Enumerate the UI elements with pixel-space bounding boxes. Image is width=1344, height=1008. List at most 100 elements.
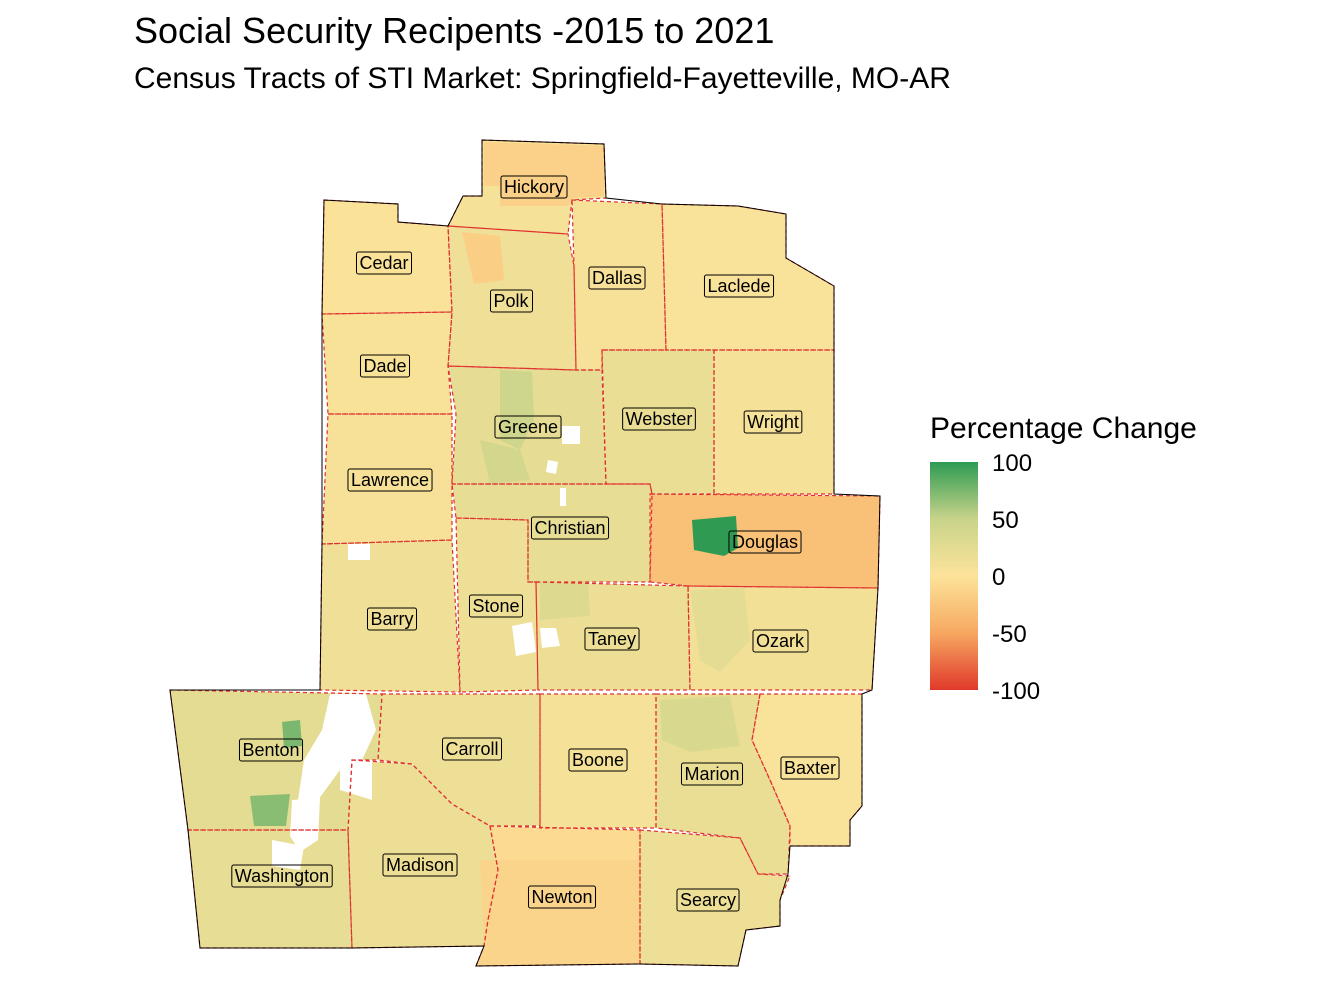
county-label-christian: Christian (530, 516, 610, 540)
county-label-text: Carroll (445, 739, 498, 759)
county-label-cedar: Cedar (355, 251, 413, 275)
legend-title: Percentage Change (930, 412, 1197, 445)
county-label-box (780, 756, 840, 780)
county-label-benton: Benton (238, 738, 304, 762)
county-label-text: Stone (472, 596, 519, 616)
county-label-text: Polk (493, 291, 529, 311)
county-label-text: Christian (534, 518, 605, 538)
county-label-box (494, 415, 562, 439)
county-label-ozark: Ozark (752, 629, 809, 653)
county-label-wright: Wright (743, 410, 803, 434)
tract-christian-nodata (560, 488, 566, 506)
county-label-box (584, 627, 640, 651)
tract-bentonville-nodata (340, 760, 372, 800)
tract-marion-north (660, 696, 740, 752)
county-laclede (662, 204, 834, 350)
county-label-hickory: Hickory (500, 175, 568, 199)
county-label-text: Newton (531, 887, 592, 907)
county-label-box (359, 354, 411, 378)
legend-tick-minus-100: -100 (992, 678, 1041, 705)
legend-tick-0: 0 (992, 564, 1006, 591)
county-label-text: Laclede (707, 276, 770, 296)
tract-hickory-north (484, 142, 604, 206)
tract-taney-west (540, 582, 590, 620)
county-label-text: Washington (235, 866, 329, 886)
county-label-box (500, 175, 568, 199)
county-label-box (382, 853, 458, 877)
county-label-text: Searcy (680, 890, 736, 910)
county-label-text: Greene (498, 417, 558, 437)
county-label-box (743, 410, 803, 434)
county-christian (452, 484, 652, 582)
county-barry (320, 540, 460, 692)
county-label-searcy: Searcy (676, 888, 740, 912)
county-label-box (441, 737, 503, 761)
county-label-box (703, 274, 775, 298)
county-label-marion: Marion (680, 762, 744, 786)
county-label-text: Boone (572, 750, 624, 770)
legend-tick-50: 50 (992, 507, 1019, 534)
county-label-box (728, 530, 802, 554)
county-label-baxter: Baxter (780, 756, 840, 780)
county-label-taney: Taney (584, 627, 640, 651)
county-label-text: Barry (370, 609, 413, 629)
county-label-box (680, 762, 744, 786)
county-label-box (366, 607, 418, 631)
tract-newton-south (476, 860, 640, 966)
tract-springdale-nodata (290, 798, 320, 852)
county-label-webster: Webster (622, 407, 696, 431)
tract-greene-nodata (562, 426, 580, 444)
county-label-text: Lawrence (351, 470, 429, 490)
county-label-box (588, 266, 646, 290)
county-baxter (752, 694, 862, 846)
region-outline (169, 139, 881, 967)
tract-douglas-ava (692, 516, 738, 556)
tract-fayetteville-nodata (272, 840, 304, 870)
county-label-box (527, 885, 597, 909)
county-label-text: Wright (747, 412, 799, 432)
legend-tick-minus-50: -50 (992, 621, 1027, 648)
county-boone (540, 694, 656, 828)
tract-benton-south (250, 794, 290, 826)
county-label-lawrence: Lawrence (347, 468, 433, 492)
map-subtitle: Census Tracts of STI Market: Springfield… (134, 62, 951, 95)
county-label-box (622, 407, 696, 431)
county-label-box (530, 516, 610, 540)
map-title: Social Security Recipents -2015 to 2021 (134, 10, 775, 51)
county-washington (188, 830, 352, 948)
county-border-polk (447, 225, 577, 371)
county-border-douglas (649, 493, 881, 589)
tract-polk-north (462, 232, 504, 284)
county-label-box (238, 738, 304, 762)
county-label-text: Hickory (504, 177, 564, 197)
county-label-barry: Barry (366, 607, 418, 631)
county-label-text: Baxter (784, 758, 836, 778)
county-label-text: Cedar (359, 253, 408, 273)
county-border-boone (539, 693, 657, 829)
county-label-text: Dade (363, 356, 406, 376)
tract-benton-center (282, 720, 302, 748)
county-label-text: Marion (684, 764, 739, 784)
county-label-box (568, 748, 628, 772)
tract-rogers-nodata (298, 694, 376, 800)
county-border-christian (451, 483, 653, 583)
tract-taney-nodata (540, 628, 560, 648)
county-border-taney (535, 581, 691, 691)
county-border-wright (713, 349, 835, 495)
county-label-text: Taney (588, 629, 636, 649)
county-dade (322, 312, 452, 414)
county-label-box (355, 251, 413, 275)
county-lawrence (322, 414, 452, 544)
tract-ozark-west (690, 588, 750, 672)
county-border-dade (321, 311, 453, 415)
tract-stone-nodata (512, 622, 536, 656)
county-label-boone: Boone (568, 748, 628, 772)
county-label-washington: Washington (231, 864, 333, 888)
county-label-dade: Dade (359, 354, 411, 378)
legend-tick-100: 100 (992, 450, 1033, 477)
county-label-box (347, 468, 433, 492)
county-label-text: Benton (242, 740, 299, 760)
county-label-box (676, 888, 740, 912)
county-label-text: Douglas (732, 532, 798, 552)
